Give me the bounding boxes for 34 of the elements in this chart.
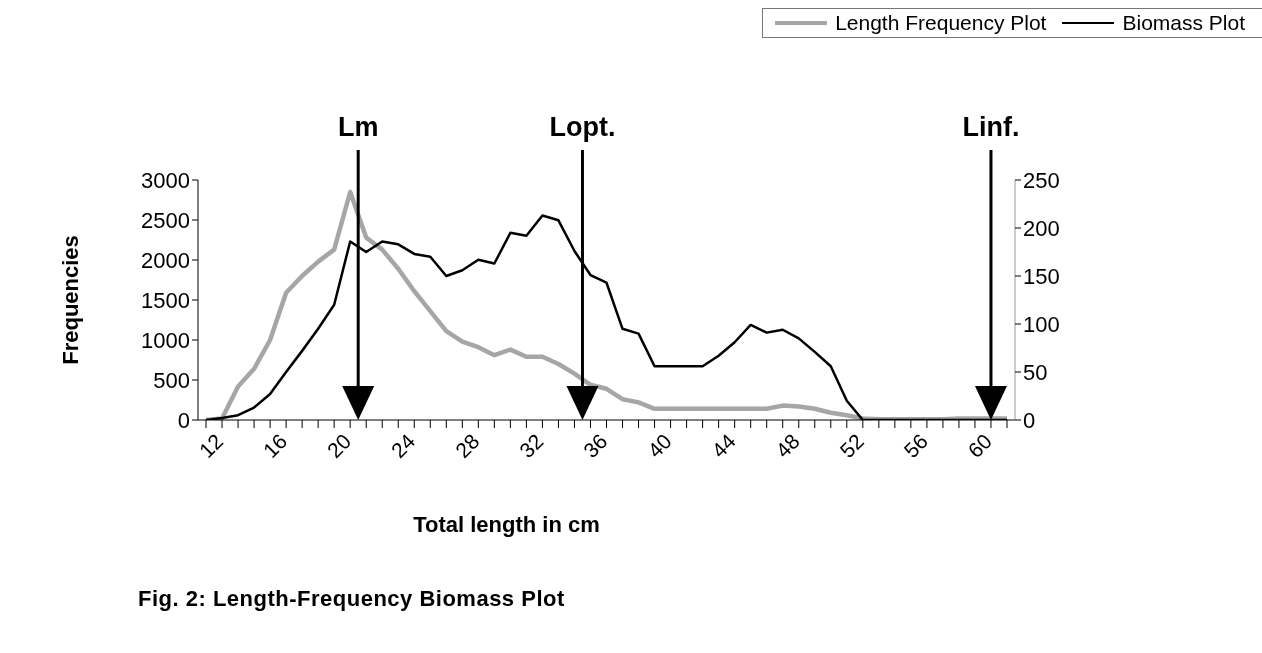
ref-line-label: Lm bbox=[337, 112, 379, 142]
x-tick-label: 52 bbox=[835, 429, 869, 463]
y-tick-label: 1500 bbox=[141, 287, 190, 313]
y-tick-label: 1000 bbox=[141, 327, 190, 353]
ref-line-label: Linf. bbox=[962, 112, 1020, 142]
x-tick-label: 48 bbox=[771, 429, 804, 463]
y-tick-label: 2500 bbox=[141, 207, 190, 233]
y-tick-label: 2000 bbox=[141, 247, 190, 273]
text: Fig. 2: Length-Frequency Biomass Plot bbox=[138, 586, 566, 612]
legend-label: Length Frequency Plot bbox=[835, 11, 1047, 35]
x-tick-label: 56 bbox=[899, 429, 933, 463]
x-tick-label: 24 bbox=[386, 429, 420, 463]
y-tick-label: 500 bbox=[153, 367, 190, 393]
legend-label: Biomass Plot bbox=[1122, 11, 1245, 35]
y2-tick-label: 150 bbox=[1023, 263, 1060, 289]
y2-tick-label: 100 bbox=[1023, 311, 1060, 337]
x-axis-title: Total length in cm bbox=[413, 512, 600, 537]
x-tick-label: 40 bbox=[642, 429, 676, 463]
y2-tick-label: 250 bbox=[1023, 167, 1060, 193]
y-axis-title: Frequencies bbox=[57, 235, 83, 365]
x-tick-label: 16 bbox=[258, 429, 292, 463]
x-tick-label: 60 bbox=[963, 429, 997, 463]
x-tick-label: 44 bbox=[707, 429, 741, 463]
y2-tick-label: 200 bbox=[1023, 215, 1060, 241]
ref-line-label: Lopt. bbox=[549, 112, 616, 142]
y-tick-label: 0 bbox=[177, 407, 190, 433]
x-tick-label: 12 bbox=[194, 429, 228, 463]
x-tick-label: 28 bbox=[450, 429, 484, 463]
x-tick-label: 32 bbox=[514, 429, 548, 463]
y2-tick-label: 0 bbox=[1023, 407, 1036, 433]
x-tick-label: 36 bbox=[578, 429, 612, 463]
y-tick-label: 3000 bbox=[141, 167, 190, 193]
y2-tick-label: 50 bbox=[1023, 359, 1048, 385]
x-tick-label: 20 bbox=[322, 429, 356, 463]
